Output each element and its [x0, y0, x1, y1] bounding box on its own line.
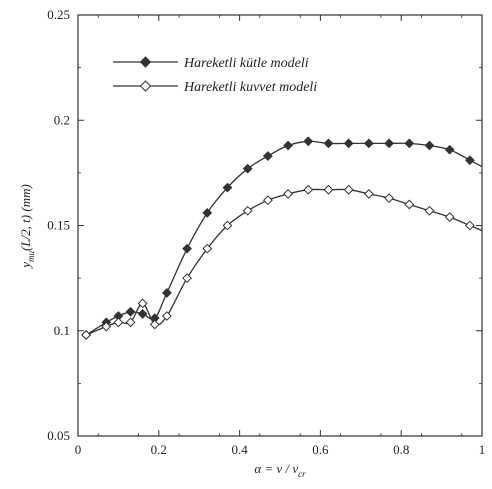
series-1-point-11 [264, 196, 272, 204]
x-axis-label-sub: cr [298, 469, 306, 479]
y-axis-label-sub: mu [26, 251, 36, 262]
x-axis-label: α = v / vcr [254, 461, 306, 479]
y-axis-label: ymu(L/2, t) (mm) [18, 184, 36, 270]
x-tick-label-3: 0.6 [312, 442, 329, 457]
plot-frame [78, 15, 482, 436]
series-0-point-8 [203, 209, 211, 217]
legend-marker-mass [141, 57, 151, 67]
series-1-point-21 [466, 221, 474, 229]
y-axis-label-rest: (L/2, t) (mm) [18, 184, 33, 251]
series-1-point-3 [126, 318, 134, 326]
legend-item-mass: Hareketli kütle modeli [113, 56, 309, 71]
series-0-point-3 [126, 308, 134, 316]
x-tick-label-0: 0 [75, 442, 82, 457]
series-0-point-4 [138, 310, 146, 318]
legend-marker-force [141, 81, 151, 91]
legend-item-force: Hareketli kuvvet modeli [113, 80, 317, 95]
series-1-point-10 [243, 207, 251, 215]
x-tick-label-1: 0.2 [151, 442, 167, 457]
x-tick-label-5: 1 [479, 442, 486, 457]
series-1-point-17 [385, 194, 393, 202]
y-tick-label-1: 0.1 [54, 323, 70, 338]
series-0-point-19 [425, 141, 433, 149]
legend: Hareketli kütle modeli Hareketli kuvvet … [113, 56, 317, 95]
series-1-point-20 [445, 213, 453, 221]
series-0-point-20 [445, 146, 453, 154]
legend-label-force: Hareketli kuvvet modeli [183, 80, 317, 95]
y-tick-label-0: 0.05 [47, 428, 70, 443]
series-1-point-13 [304, 186, 312, 194]
series-0-point-18 [405, 139, 413, 147]
series-1-point-12 [284, 190, 292, 198]
series-0-point-7 [183, 244, 191, 252]
series-1-point-16 [365, 190, 373, 198]
series-0-point-17 [385, 139, 393, 147]
y-tick-label-3: 0.2 [54, 112, 70, 127]
series-0-point-14 [324, 139, 332, 147]
series-1-point-7 [183, 274, 191, 282]
series-0-point-21 [466, 156, 474, 164]
axis-ticks: 0 0.2 0.4 0.6 0.8 1 0.05 0.1 0.15 0.2 0.25 [47, 7, 485, 457]
series-1-point-18 [405, 200, 413, 208]
series-1-point-2 [114, 318, 122, 326]
series-layer [82, 137, 482, 339]
series-1-point-14 [324, 186, 332, 194]
legend-label-mass: Hareketli kütle modeli [183, 56, 309, 71]
y-tick-label-4: 0.25 [47, 7, 70, 22]
series-1-point-19 [425, 207, 433, 215]
series-0-point-16 [365, 139, 373, 147]
series-0-point-6 [163, 289, 171, 297]
series-0-point-13 [304, 137, 312, 145]
x-tick-label-4: 0.8 [393, 442, 409, 457]
series-0-point-15 [344, 139, 352, 147]
series-0-point-11 [264, 152, 272, 160]
series-1-point-15 [344, 186, 352, 194]
series-1-point-0 [82, 331, 90, 339]
x-tick-label-2: 0.4 [231, 442, 248, 457]
series-0-point-12 [284, 141, 292, 149]
y-tick-label-2: 0.15 [47, 218, 70, 233]
x-axis-label-main: α = v / v [254, 461, 298, 476]
